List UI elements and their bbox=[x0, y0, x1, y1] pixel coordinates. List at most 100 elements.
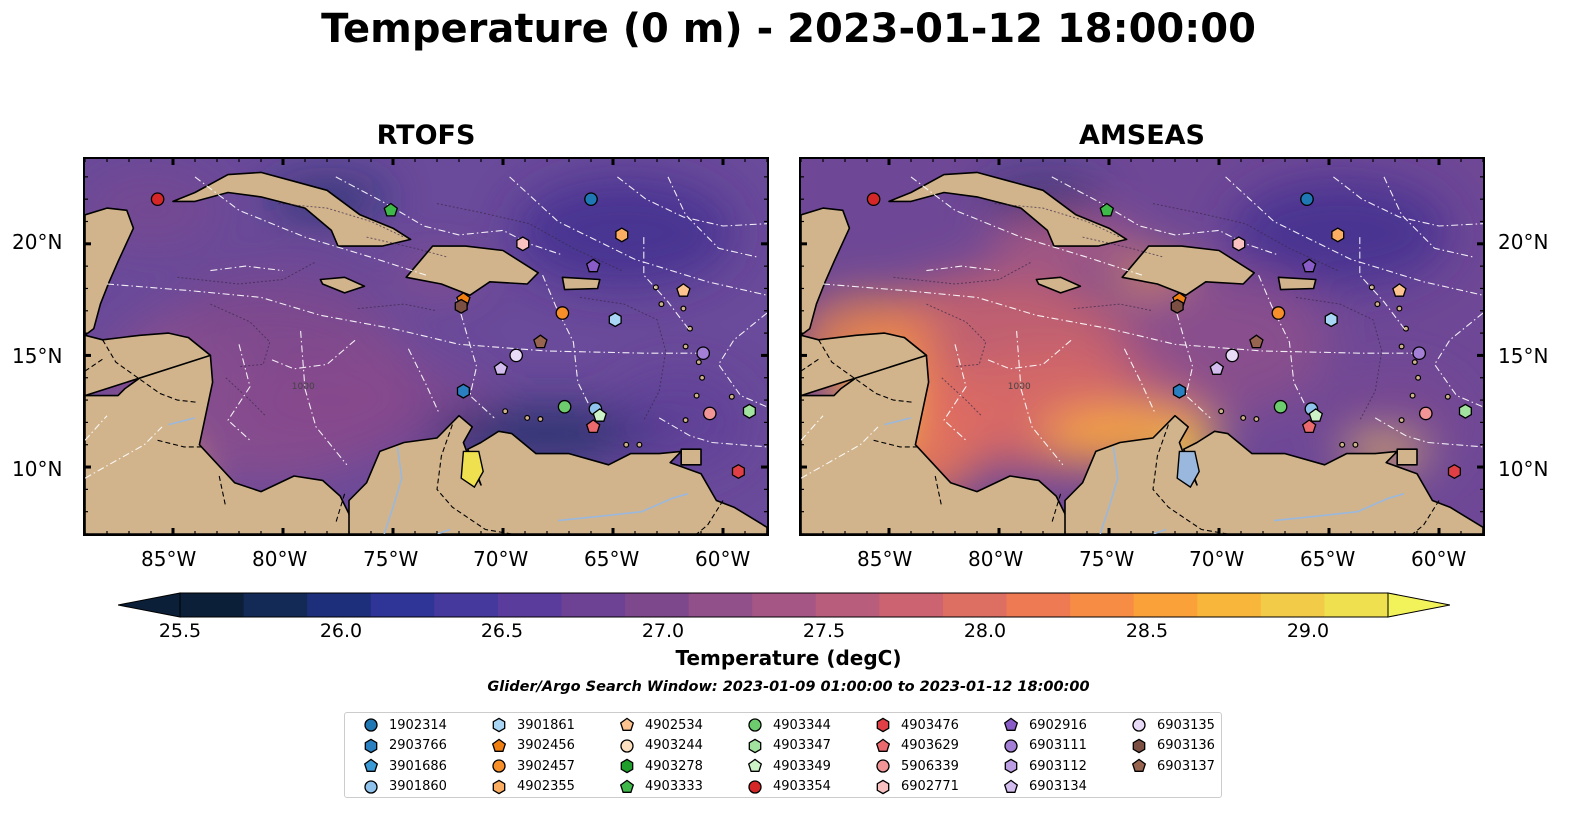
eez-boundary bbox=[1016, 330, 1064, 466]
observation-marker-6903137 bbox=[1249, 334, 1264, 349]
land-layer bbox=[85, 171, 767, 534]
map-canvas-amseas: 1000 bbox=[801, 159, 1483, 534]
colorbar-tick: 29.0 bbox=[1286, 620, 1330, 642]
observation-marker-6903111 bbox=[696, 346, 711, 361]
colorbar-tick: 27.0 bbox=[641, 620, 685, 642]
colorbar-segment bbox=[180, 593, 245, 617]
pentagon-marker-icon bbox=[363, 758, 379, 772]
eez-boundary bbox=[1123, 348, 1156, 414]
lake bbox=[1176, 450, 1200, 489]
colorbar-extend-high bbox=[1387, 592, 1450, 618]
colorbar-segment bbox=[1133, 593, 1198, 617]
colorbar-tick: 25.5 bbox=[158, 620, 202, 642]
legend-marker bbox=[876, 717, 890, 733]
legend-item: 6903136 bbox=[1131, 736, 1215, 756]
eez-boundary bbox=[227, 344, 251, 441]
national-border bbox=[1152, 424, 1228, 534]
legend-item: 4903476 bbox=[875, 715, 959, 735]
land-polygon bbox=[1396, 448, 1418, 466]
circle-marker-icon bbox=[1132, 718, 1146, 732]
hexagon-marker-icon bbox=[748, 738, 762, 753]
colorbar-tick: 26.5 bbox=[480, 620, 524, 642]
colorbar-segment bbox=[879, 593, 944, 617]
island bbox=[623, 441, 630, 448]
eez-boundary bbox=[407, 348, 440, 414]
island bbox=[699, 374, 706, 381]
land-polygon bbox=[1277, 276, 1317, 291]
circle-marker-icon bbox=[876, 759, 890, 773]
observation-marker-1902314 bbox=[1300, 192, 1314, 207]
circle-marker-icon bbox=[748, 718, 762, 732]
x-tick-label: 65°W bbox=[584, 547, 640, 571]
legend-marker bbox=[1004, 758, 1018, 774]
eez-boundary bbox=[1374, 417, 1483, 448]
island bbox=[695, 359, 702, 366]
eez-boundary bbox=[910, 176, 1143, 276]
legend-label: 3902457 bbox=[517, 758, 575, 774]
national-border bbox=[85, 357, 106, 372]
national-border bbox=[934, 475, 943, 508]
colorbar-segment bbox=[561, 593, 626, 617]
legend-item: 2903766 bbox=[363, 736, 447, 756]
legend-marker bbox=[364, 718, 378, 732]
colorbar-tick: 27.5 bbox=[802, 620, 846, 642]
legend-marker bbox=[620, 758, 634, 774]
search-window-text: Glider/Argo Search Window: 2023-01-09 01… bbox=[487, 679, 1090, 695]
observation-marker-6903111 bbox=[1412, 346, 1427, 361]
x-tick-label: 70°W bbox=[1189, 547, 1245, 571]
eez-boundary bbox=[658, 417, 767, 448]
pentagon-marker-icon bbox=[619, 779, 635, 793]
legend-marker bbox=[491, 738, 507, 752]
river-layer bbox=[168, 417, 689, 534]
legend-label: 6903112 bbox=[1029, 758, 1087, 774]
river bbox=[436, 528, 451, 534]
eez-boundary bbox=[1359, 237, 1407, 332]
legend-label: 6903136 bbox=[1157, 738, 1215, 753]
depth-contour bbox=[177, 261, 317, 285]
national-borders bbox=[85, 339, 724, 534]
depth-contour bbox=[357, 303, 438, 312]
river bbox=[383, 446, 403, 534]
pentagon-marker-icon bbox=[1003, 717, 1019, 731]
observation-marker-4903347 bbox=[742, 403, 756, 419]
legend-marker bbox=[363, 758, 379, 772]
eez-boundary bbox=[801, 426, 879, 479]
legend-label: 4902534 bbox=[645, 717, 703, 733]
land-polygon bbox=[348, 414, 767, 534]
colorbar-tick: 28.0 bbox=[963, 620, 1007, 642]
legend-item: 4903333 bbox=[619, 777, 703, 797]
observation-marker-2903766 bbox=[1172, 383, 1186, 399]
legend-item: 3901686 bbox=[363, 756, 447, 776]
colorbar-segment bbox=[942, 593, 1008, 617]
panel-title-amseas: AMSEAS bbox=[1079, 120, 1205, 151]
observation-marker-4903349 bbox=[592, 408, 608, 422]
observation-marker-4903333 bbox=[383, 202, 399, 217]
y-tick-label: 20°N bbox=[12, 230, 63, 254]
island bbox=[658, 301, 665, 308]
observation-marker-3901861 bbox=[1324, 312, 1338, 328]
island bbox=[1240, 414, 1247, 421]
national-border bbox=[157, 439, 202, 448]
national-border bbox=[102, 339, 198, 403]
x-tick-label: 60°W bbox=[1411, 547, 1467, 571]
legend-marker bbox=[1131, 758, 1147, 772]
island bbox=[1368, 284, 1375, 291]
observation-marker-4903354 bbox=[866, 192, 881, 207]
land-polygon bbox=[1064, 414, 1483, 534]
island bbox=[1253, 416, 1260, 423]
island bbox=[682, 417, 689, 424]
pentagon-marker-icon bbox=[747, 758, 763, 772]
legend-marker bbox=[1132, 718, 1146, 732]
observation-marker-6903135 bbox=[1225, 348, 1240, 363]
legend-item: 6903135 bbox=[1131, 715, 1215, 735]
hexagon-marker-icon bbox=[492, 779, 506, 794]
national-border bbox=[873, 439, 918, 448]
eez-boundary bbox=[509, 176, 767, 296]
legend-label: 4903347 bbox=[773, 738, 831, 753]
pentagon-marker-icon bbox=[491, 738, 507, 752]
national-border bbox=[696, 500, 724, 534]
legend-label: 1902314 bbox=[389, 717, 447, 733]
legend-marker bbox=[619, 717, 635, 731]
contour-label: 1000 bbox=[292, 382, 315, 392]
island bbox=[1352, 441, 1359, 448]
